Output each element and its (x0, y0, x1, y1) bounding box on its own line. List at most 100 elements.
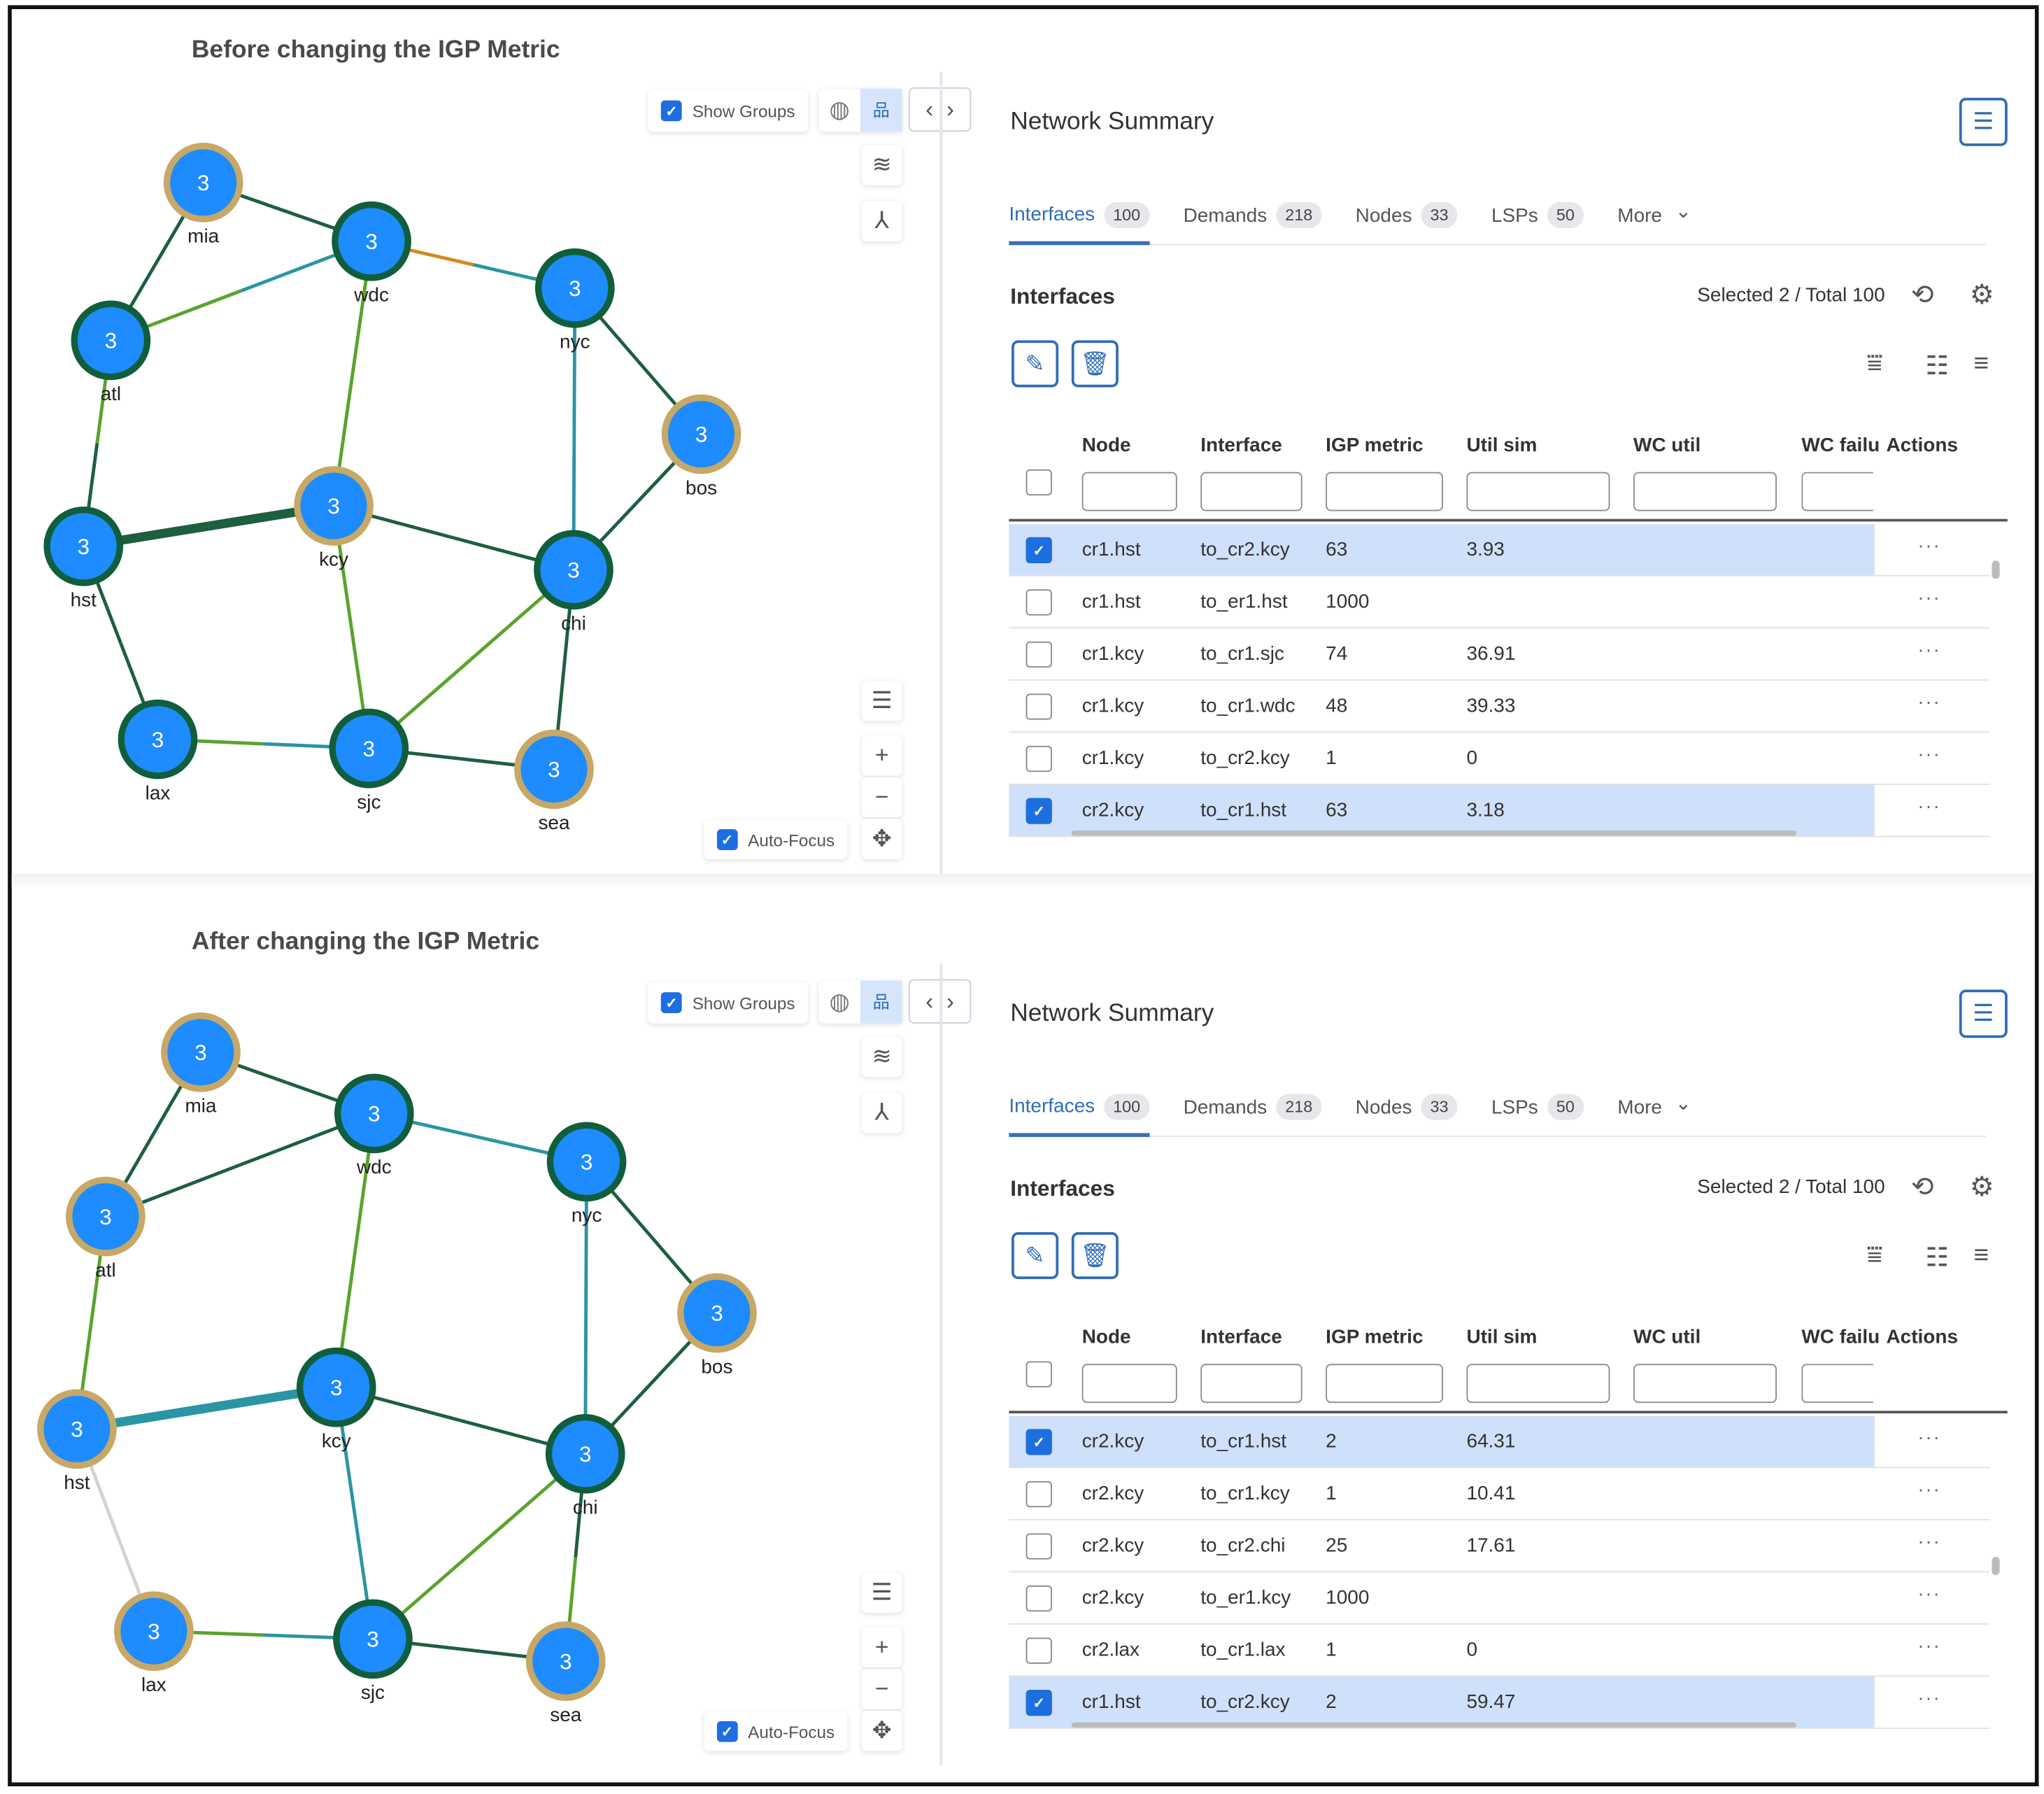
row-actions-menu[interactable]: ··· (1917, 1426, 1941, 1449)
node-lax[interactable]: 3 lax (114, 1591, 194, 1695)
density-menu-icon[interactable]: ≡ (1973, 1241, 1989, 1271)
summary-list-button[interactable]: ☰ (1959, 989, 2008, 1038)
network-graph[interactable]: 3 mia 3 wdc 3 nyc 3 atl 3 bos 3 kcy 3 hst 3 chi 3 lax 3 sjc… (0, 0, 912, 887)
show-groups-toggle[interactable]: ✓ Show Groups (648, 982, 809, 1024)
auto-focus-toggle[interactable]: ✓ Auto-Focus (704, 1711, 848, 1751)
column-filter-input[interactable] (1326, 472, 1443, 511)
delete-button[interactable]: 🗑 (1071, 340, 1119, 388)
column-header[interactable]: Node (1081, 1326, 1131, 1348)
filter-icon[interactable]: ⩸ (1866, 1241, 1883, 1271)
row-checkbox[interactable]: ✓ (1025, 798, 1052, 824)
panel-divider[interactable] (939, 963, 943, 1766)
column-filter-input[interactable] (1081, 472, 1177, 511)
node-bos[interactable]: 3 bos (661, 394, 741, 498)
node-circle[interactable] (161, 1012, 241, 1092)
table-row[interactable]: cr1.kcy to_cr2.kcy 1 0 ··· (1009, 733, 1989, 785)
row-actions-menu[interactable]: ··· (1917, 535, 1941, 557)
column-header[interactable]: Util sim (1466, 1326, 1538, 1348)
node-circle[interactable] (545, 1413, 625, 1494)
node-atl[interactable]: 3 atl (71, 300, 151, 404)
summary-list-button[interactable]: ☰ (1959, 97, 2008, 146)
column-filter-input[interactable] (1200, 1364, 1303, 1404)
column-header[interactable]: WC failu (1801, 1326, 1880, 1348)
row-actions-menu[interactable]: ··· (1917, 586, 1941, 609)
auto-focus-toggle[interactable]: ✓ Auto-Focus (704, 820, 848, 860)
edit-button[interactable]: ✎ (1012, 1232, 1059, 1280)
column-filter-input[interactable] (1801, 1364, 1873, 1404)
node-nyc[interactable]: 3 nyc (534, 248, 615, 353)
chevron-left-icon[interactable]: ‹ (925, 95, 934, 122)
column-header[interactable]: Node (1081, 434, 1131, 457)
row-actions-menu[interactable]: ··· (1917, 1478, 1941, 1501)
node-circle[interactable] (294, 466, 374, 546)
row-checkbox[interactable] (1025, 1585, 1052, 1612)
row-checkbox[interactable] (1025, 1481, 1052, 1508)
node-sjc[interactable]: 3 sjc (333, 1599, 413, 1703)
node-hst[interactable]: 3 hst (43, 506, 124, 611)
column-filter-input[interactable] (1633, 1364, 1777, 1404)
refresh-icon[interactable]: ⟲ (1910, 1172, 1934, 1203)
table-row[interactable]: ✓ cr2.kcy to_cr1.hst 2 64.31 ··· (1009, 1415, 1989, 1469)
node-kcy[interactable]: 3 kcy (294, 466, 374, 570)
node-circle[interactable] (296, 1347, 376, 1427)
horizontal-scrollbar[interactable] (1071, 831, 1796, 836)
select-all-checkbox[interactable] (1025, 1361, 1052, 1387)
layers-button[interactable]: ≋ (861, 144, 902, 185)
tab-nodes[interactable]: Nodes 33 (1356, 196, 1458, 235)
column-filter-input[interactable] (1081, 1364, 1177, 1404)
hierarchy-icon[interactable]: 品 (860, 88, 902, 132)
tab-more-dropdown[interactable]: More ⌄ (1617, 1087, 1691, 1126)
tab-demands[interactable]: Demands 218 (1184, 1087, 1322, 1126)
zoom-in-button[interactable]: + (861, 1627, 902, 1668)
column-list-icon[interactable]: ☷ (1925, 1243, 1949, 1273)
zoom-out-button[interactable]: − (861, 777, 902, 818)
table-row[interactable]: cr1.kcy to_cr1.sjc 74 36.91 ··· (1009, 628, 1989, 681)
row-checkbox[interactable]: ✓ (1025, 1690, 1052, 1716)
node-mia[interactable]: 3 mia (161, 1012, 241, 1117)
column-header[interactable]: WC util (1633, 434, 1701, 457)
row-actions-menu[interactable]: ··· (1917, 691, 1941, 714)
row-actions-menu[interactable]: ··· (1917, 1530, 1941, 1553)
delete-button[interactable]: 🗑 (1071, 1232, 1119, 1280)
settings-gear-icon[interactable]: ⚙ (1969, 280, 1994, 311)
node-circle[interactable] (118, 699, 198, 779)
node-chi[interactable]: 3 chi (545, 1413, 625, 1518)
node-sea[interactable]: 3 sea (525, 1621, 606, 1725)
show-groups-toggle[interactable]: ✓ Show Groups (648, 90, 809, 132)
table-row[interactable]: cr1.hst to_er1.hst 1000 ··· (1009, 577, 1989, 629)
row-actions-menu[interactable]: ··· (1917, 1583, 1941, 1605)
network-graph[interactable]: 3 mia 3 wdc 3 nyc 3 atl 3 bos 3 kcy 3 hst 3 chi 3 lax 3 sjc… (0, 892, 912, 1779)
chevron-right-icon[interactable]: › (946, 95, 955, 122)
row-checkbox[interactable] (1025, 641, 1052, 668)
node-circle[interactable] (514, 729, 594, 810)
node-circle[interactable] (163, 143, 243, 223)
node-circle[interactable] (677, 1273, 757, 1353)
fit-to-screen-button[interactable]: ✥ (861, 819, 902, 860)
density-menu-icon[interactable]: ≡ (1973, 349, 1989, 379)
column-header[interactable]: Util sim (1466, 434, 1538, 457)
tree-layout-button[interactable]: ⅄ (861, 1092, 902, 1133)
node-circle[interactable] (525, 1621, 606, 1701)
table-row[interactable]: ✓ cr1.hst to_cr2.kcy 63 3.93 ··· (1009, 524, 1989, 577)
fit-to-screen-button[interactable]: ✥ (861, 1710, 902, 1751)
tab-more-dropdown[interactable]: More ⌄ (1617, 196, 1691, 235)
table-row[interactable]: cr2.kcy to_er1.kcy 1000 ··· (1009, 1572, 1989, 1625)
chevron-right-icon[interactable]: › (946, 987, 955, 1014)
node-circle[interactable] (534, 248, 615, 328)
hierarchy-icon[interactable]: 品 (860, 980, 902, 1024)
table-row[interactable]: ✓ cr2.kcy to_cr1.hst 63 3.18 ··· (1009, 784, 1989, 838)
zoom-out-button[interactable]: − (861, 1669, 902, 1710)
row-checkbox[interactable] (1025, 745, 1052, 772)
node-hst[interactable]: 3 hst (37, 1389, 117, 1493)
node-circle[interactable] (114, 1591, 194, 1672)
refresh-icon[interactable]: ⟲ (1910, 280, 1934, 311)
node-circle[interactable] (334, 1073, 414, 1154)
auto-focus-checkbox[interactable]: ✓ (716, 1721, 738, 1742)
row-actions-menu[interactable]: ··· (1917, 1634, 1941, 1658)
globe-icon[interactable]: ◍ (829, 988, 850, 1015)
column-header[interactable]: WC failu (1801, 434, 1880, 457)
node-mia[interactable]: 3 mia (163, 143, 243, 247)
column-filter-input[interactable] (1200, 472, 1303, 511)
node-circle[interactable] (37, 1389, 117, 1469)
node-sjc[interactable]: 3 sjc (329, 708, 409, 812)
